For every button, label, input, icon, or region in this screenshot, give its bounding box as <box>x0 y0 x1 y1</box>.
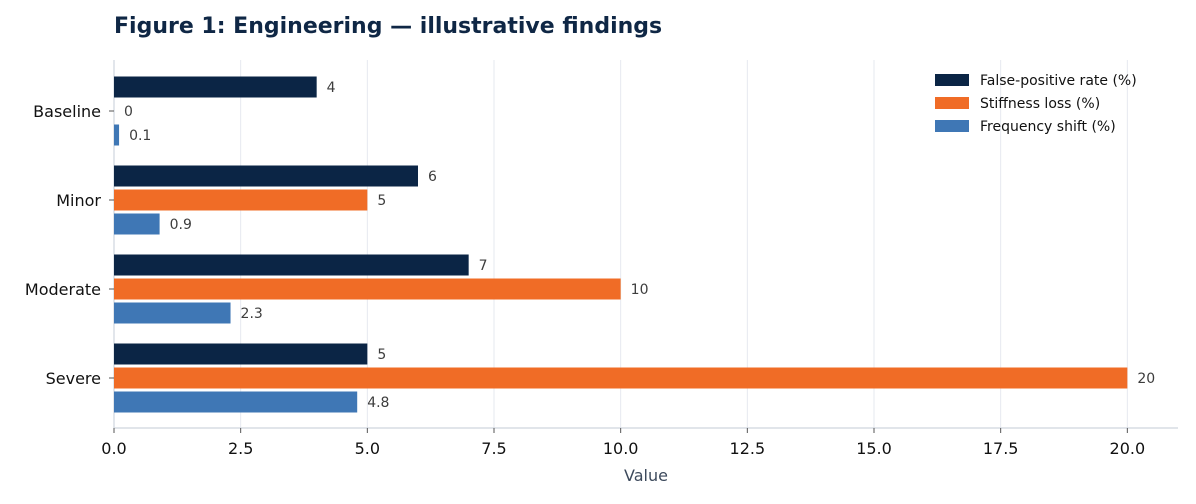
bar-series1-moderate <box>114 278 621 300</box>
category-label-moderate: Moderate <box>25 280 101 299</box>
bar-series0-minor <box>114 165 418 187</box>
value-label-series0-minor: 6 <box>428 169 437 185</box>
x-tick-label-6: 15.0 <box>856 439 892 458</box>
legend-label-1: Stiffness loss (%) <box>980 96 1100 112</box>
x-tick-label-0: 0.0 <box>101 439 126 458</box>
value-label-series1-moderate: 10 <box>631 282 649 298</box>
x-tick-label-7: 17.5 <box>983 439 1019 458</box>
bar-series0-baseline <box>114 76 317 98</box>
legend-label-2: Frequency shift (%) <box>980 119 1116 135</box>
x-tick-label-8: 20.0 <box>1110 439 1146 458</box>
legend-swatch-1 <box>935 97 969 109</box>
value-label-series0-severe: 5 <box>377 347 386 363</box>
category-label-severe: Severe <box>46 369 101 388</box>
x-tick-label-3: 7.5 <box>481 439 506 458</box>
legend-label-0: False-positive rate (%) <box>980 73 1137 89</box>
category-label-baseline: Baseline <box>33 102 101 121</box>
bar-series2-minor <box>114 213 160 235</box>
legend-swatch-2 <box>935 120 969 132</box>
category-label-minor: Minor <box>56 191 101 210</box>
bar-series1-severe <box>114 367 1128 389</box>
x-tick-label-4: 10.0 <box>603 439 639 458</box>
bar-series0-moderate <box>114 254 469 276</box>
bar-series0-severe <box>114 343 368 365</box>
value-label-series2-minor: 0.9 <box>170 217 192 233</box>
value-label-series2-baseline: 0.1 <box>129 128 151 144</box>
value-label-series0-baseline: 4 <box>327 80 336 96</box>
bar-series2-baseline <box>114 124 120 146</box>
value-label-series2-moderate: 2.3 <box>241 306 263 322</box>
value-label-series2-severe: 4.8 <box>367 395 389 411</box>
value-label-series1-minor: 5 <box>377 193 386 209</box>
bar-series1-minor <box>114 189 368 211</box>
bar-series2-moderate <box>114 302 231 324</box>
x-axis-title: Value <box>624 466 668 485</box>
value-label-series1-severe: 20 <box>1137 371 1155 387</box>
value-label-series0-moderate: 7 <box>479 258 488 274</box>
value-label-series1-baseline: 0 <box>124 104 133 120</box>
x-tick-label-5: 12.5 <box>730 439 766 458</box>
x-tick-label-1: 2.5 <box>228 439 253 458</box>
bar-series2-severe <box>114 391 358 413</box>
x-tick-label-2: 5.0 <box>355 439 380 458</box>
chart-title: Figure 1: Engineering — illustrative fin… <box>114 14 663 39</box>
legend-swatch-0 <box>935 74 969 86</box>
